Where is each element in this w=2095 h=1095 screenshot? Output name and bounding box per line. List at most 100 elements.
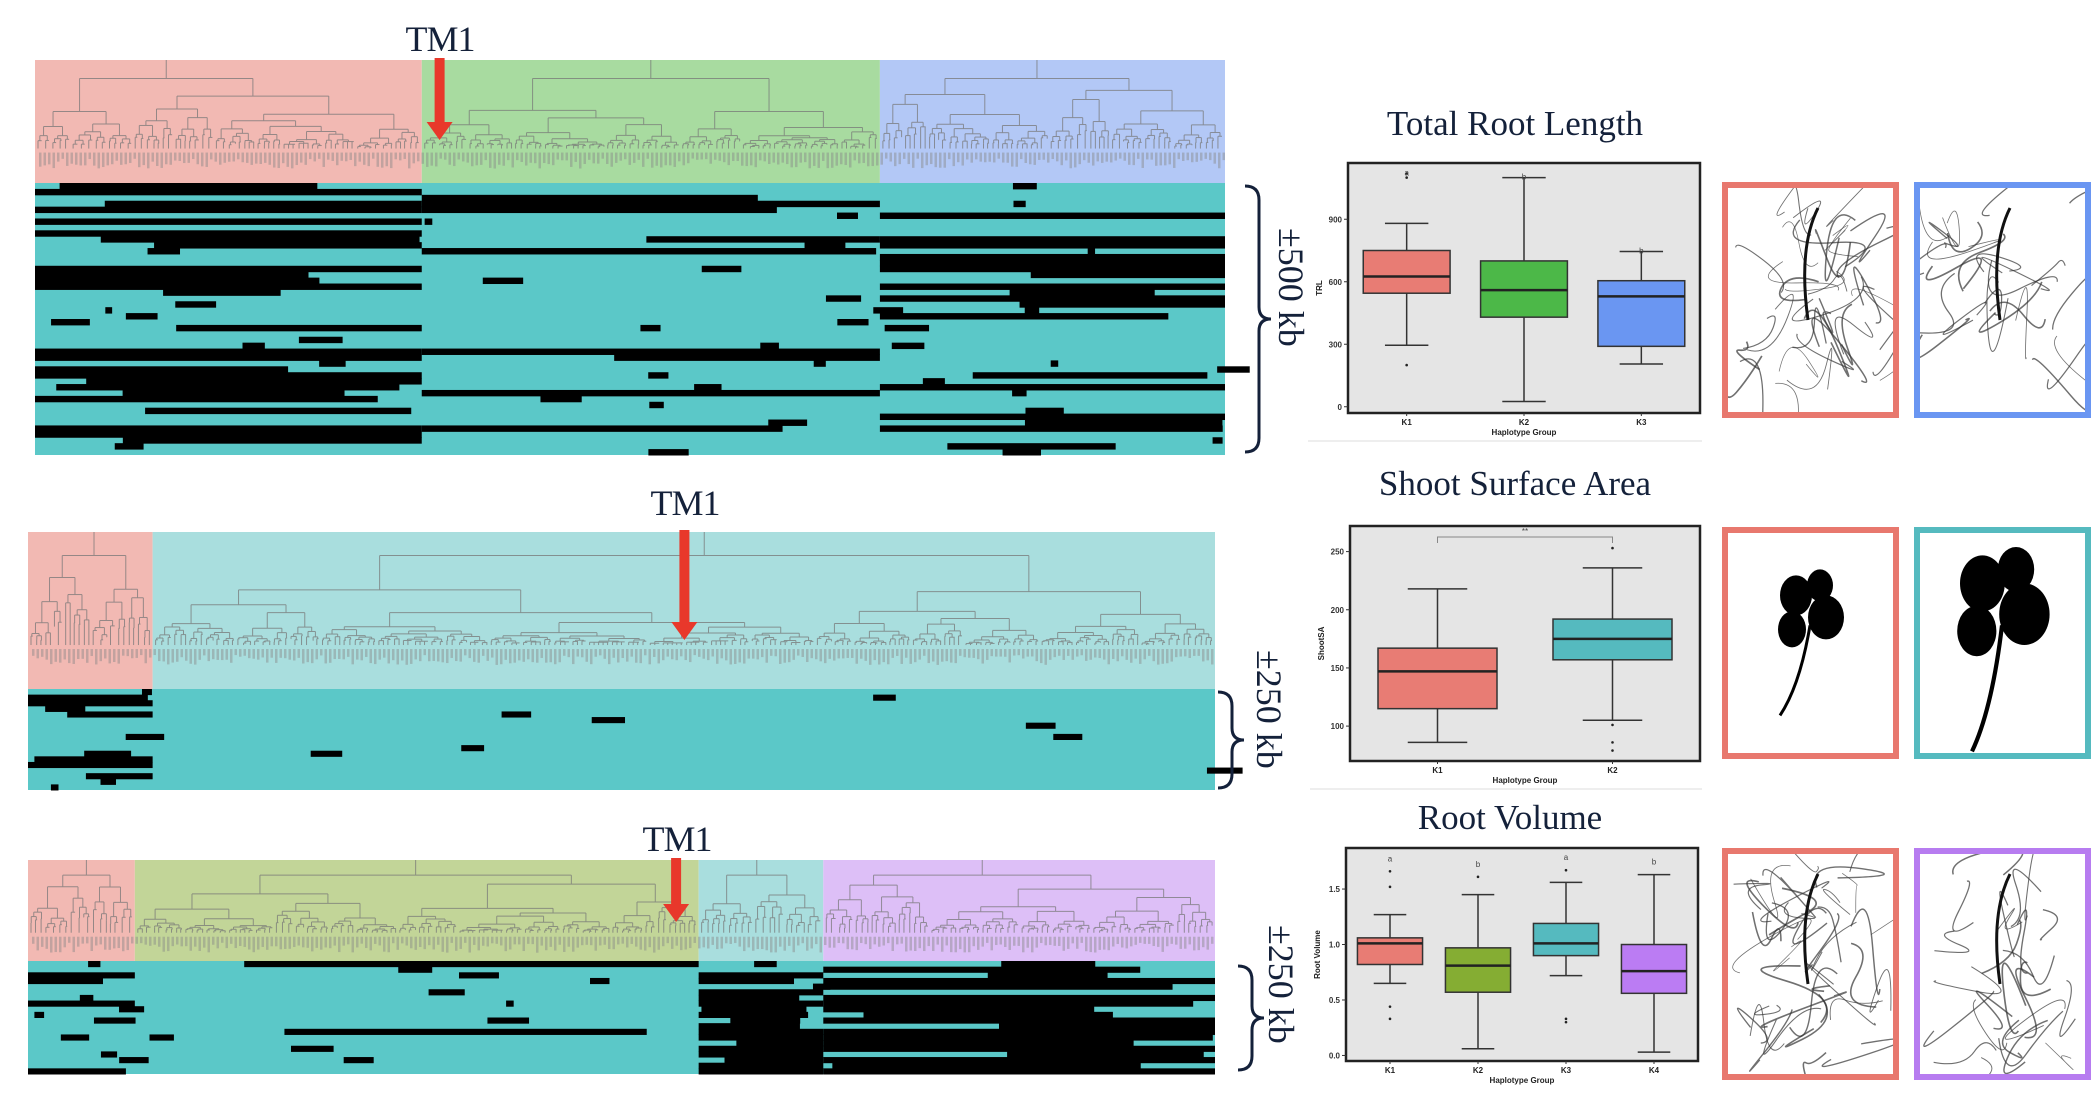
root-strand: [1850, 942, 1877, 1008]
leaf-label: [977, 649, 980, 660]
root-strand: [1792, 219, 1866, 268]
root-strand: [1720, 355, 1763, 399]
leaf-label: [1096, 152, 1099, 162]
y-tick-label: 200: [1331, 606, 1345, 615]
leaf-label: [844, 152, 847, 166]
leaf-label: [315, 936, 318, 948]
root-strand: [2001, 1019, 2023, 1059]
x-tick-label: K4: [1649, 1066, 1660, 1075]
heatmap-alt-block: [823, 994, 1215, 1002]
leaf-label: [194, 936, 197, 947]
root-strand: [1811, 984, 1831, 993]
heatmap-alt-cell: [768, 419, 808, 426]
heatmap-alt-cell: [45, 705, 86, 712]
leaf-label: [484, 152, 487, 161]
leaf-label: [311, 649, 314, 664]
leaf-label: [855, 649, 858, 664]
leaf-label: [167, 649, 170, 665]
leaf-label: [610, 152, 613, 167]
boxplot-shoot-surface-area: 100 150 200 250 ShootSA K1 K2 ** Haplotype Group: [1310, 524, 1702, 790]
dendrogram: [30, 860, 1213, 933]
root-strand: [1739, 358, 1766, 447]
heatmap-alt-block: [122, 437, 422, 444]
heatmap-alt-cell: [482, 277, 524, 285]
heatmap-alt-block: [879, 313, 1169, 320]
root-strand: [1898, 243, 1947, 280]
leaf-label: [716, 649, 719, 664]
heatmap-alt-block: [35, 265, 422, 273]
leaf-label: [153, 649, 156, 656]
heatmap-alt-block: [1024, 419, 1223, 426]
marker-label-tm1-panel3: TM1: [642, 819, 713, 859]
heatmap-alt-cell: [175, 301, 217, 308]
leaf-label: [387, 649, 390, 664]
leaf-label: [250, 152, 253, 165]
leaf-label: [252, 936, 255, 953]
leaf-label: [797, 649, 800, 656]
leaf-label: [687, 152, 690, 164]
root-strand: [1776, 127, 1844, 216]
significance-stars: **: [1522, 527, 1528, 536]
heatmap-alt-cell: [754, 961, 777, 968]
heatmap-alt-block: [736, 1040, 824, 1047]
leaf-label: [752, 936, 755, 951]
leaf-label: [509, 936, 512, 950]
leaf-label: [948, 152, 951, 160]
leaf-label: [201, 152, 204, 167]
leaf-label: [869, 936, 872, 950]
heatmap-alt-cell: [648, 449, 689, 456]
leaf-label: [930, 152, 933, 165]
leaf-label: [1004, 649, 1007, 657]
root-strand: [1773, 940, 1802, 972]
leaf-label: [689, 936, 692, 949]
leaf-label: [450, 936, 453, 943]
leaf-label: [941, 936, 944, 952]
leaf-label: [486, 649, 489, 661]
heatmap-alt-block: [998, 1023, 1215, 1030]
leaf-label: [441, 936, 444, 952]
leaf-label: [171, 936, 174, 947]
leaf-label: [320, 649, 323, 656]
heatmap-alt-block: [698, 1051, 824, 1058]
leaf-label: [968, 649, 971, 658]
heatmap-alt-cell: [149, 1034, 174, 1041]
leaf-label: [815, 649, 818, 660]
x-tick-label: K1: [1402, 418, 1413, 427]
leaf-label: [743, 649, 746, 664]
leaf-label: [666, 649, 669, 657]
leaf-label: [594, 649, 597, 657]
heatmap-alt-block: [100, 236, 420, 243]
heatmap-alt-block: [35, 271, 309, 279]
leaf-label: [918, 649, 921, 660]
leaf-label: [1157, 649, 1160, 665]
leaf-label: [102, 152, 105, 168]
leaf-label: [833, 649, 836, 661]
leaf-label: [1031, 649, 1034, 657]
outlier-point: [1564, 1017, 1568, 1021]
outlier-point: [1388, 869, 1392, 873]
leaf-label: [356, 649, 359, 660]
leaf-label: [63, 649, 66, 660]
leaf-label: [1103, 936, 1106, 950]
leaf-label: [498, 152, 501, 165]
leaf-label: [702, 649, 705, 659]
leaf-label: [950, 649, 953, 663]
leaf-label: [374, 649, 377, 665]
dendrogram: [30, 532, 1212, 646]
heatmap-alt-cell: [310, 750, 343, 757]
leaf-label: [889, 152, 892, 162]
leaf-label: [1184, 936, 1187, 949]
root-strand: [1810, 921, 1857, 971]
main-root: [1995, 207, 2012, 321]
boxplot-total-root-length: 0 300 600 900 TRL a K1 b K2 b K3 Haplotype Group: [1308, 161, 1702, 442]
leaf-label: [149, 936, 152, 946]
leaf-label: [378, 649, 381, 660]
leaf-label: [160, 152, 163, 168]
leaf-label: [234, 649, 237, 656]
heatmap-alt-cell: [506, 1000, 514, 1007]
leaf-label: [561, 152, 564, 161]
heatmap-alt-block: [421, 348, 880, 355]
root-strand: [1746, 879, 1799, 929]
leaf: [1999, 583, 2050, 645]
heatmap-alt-cell: [501, 711, 532, 718]
